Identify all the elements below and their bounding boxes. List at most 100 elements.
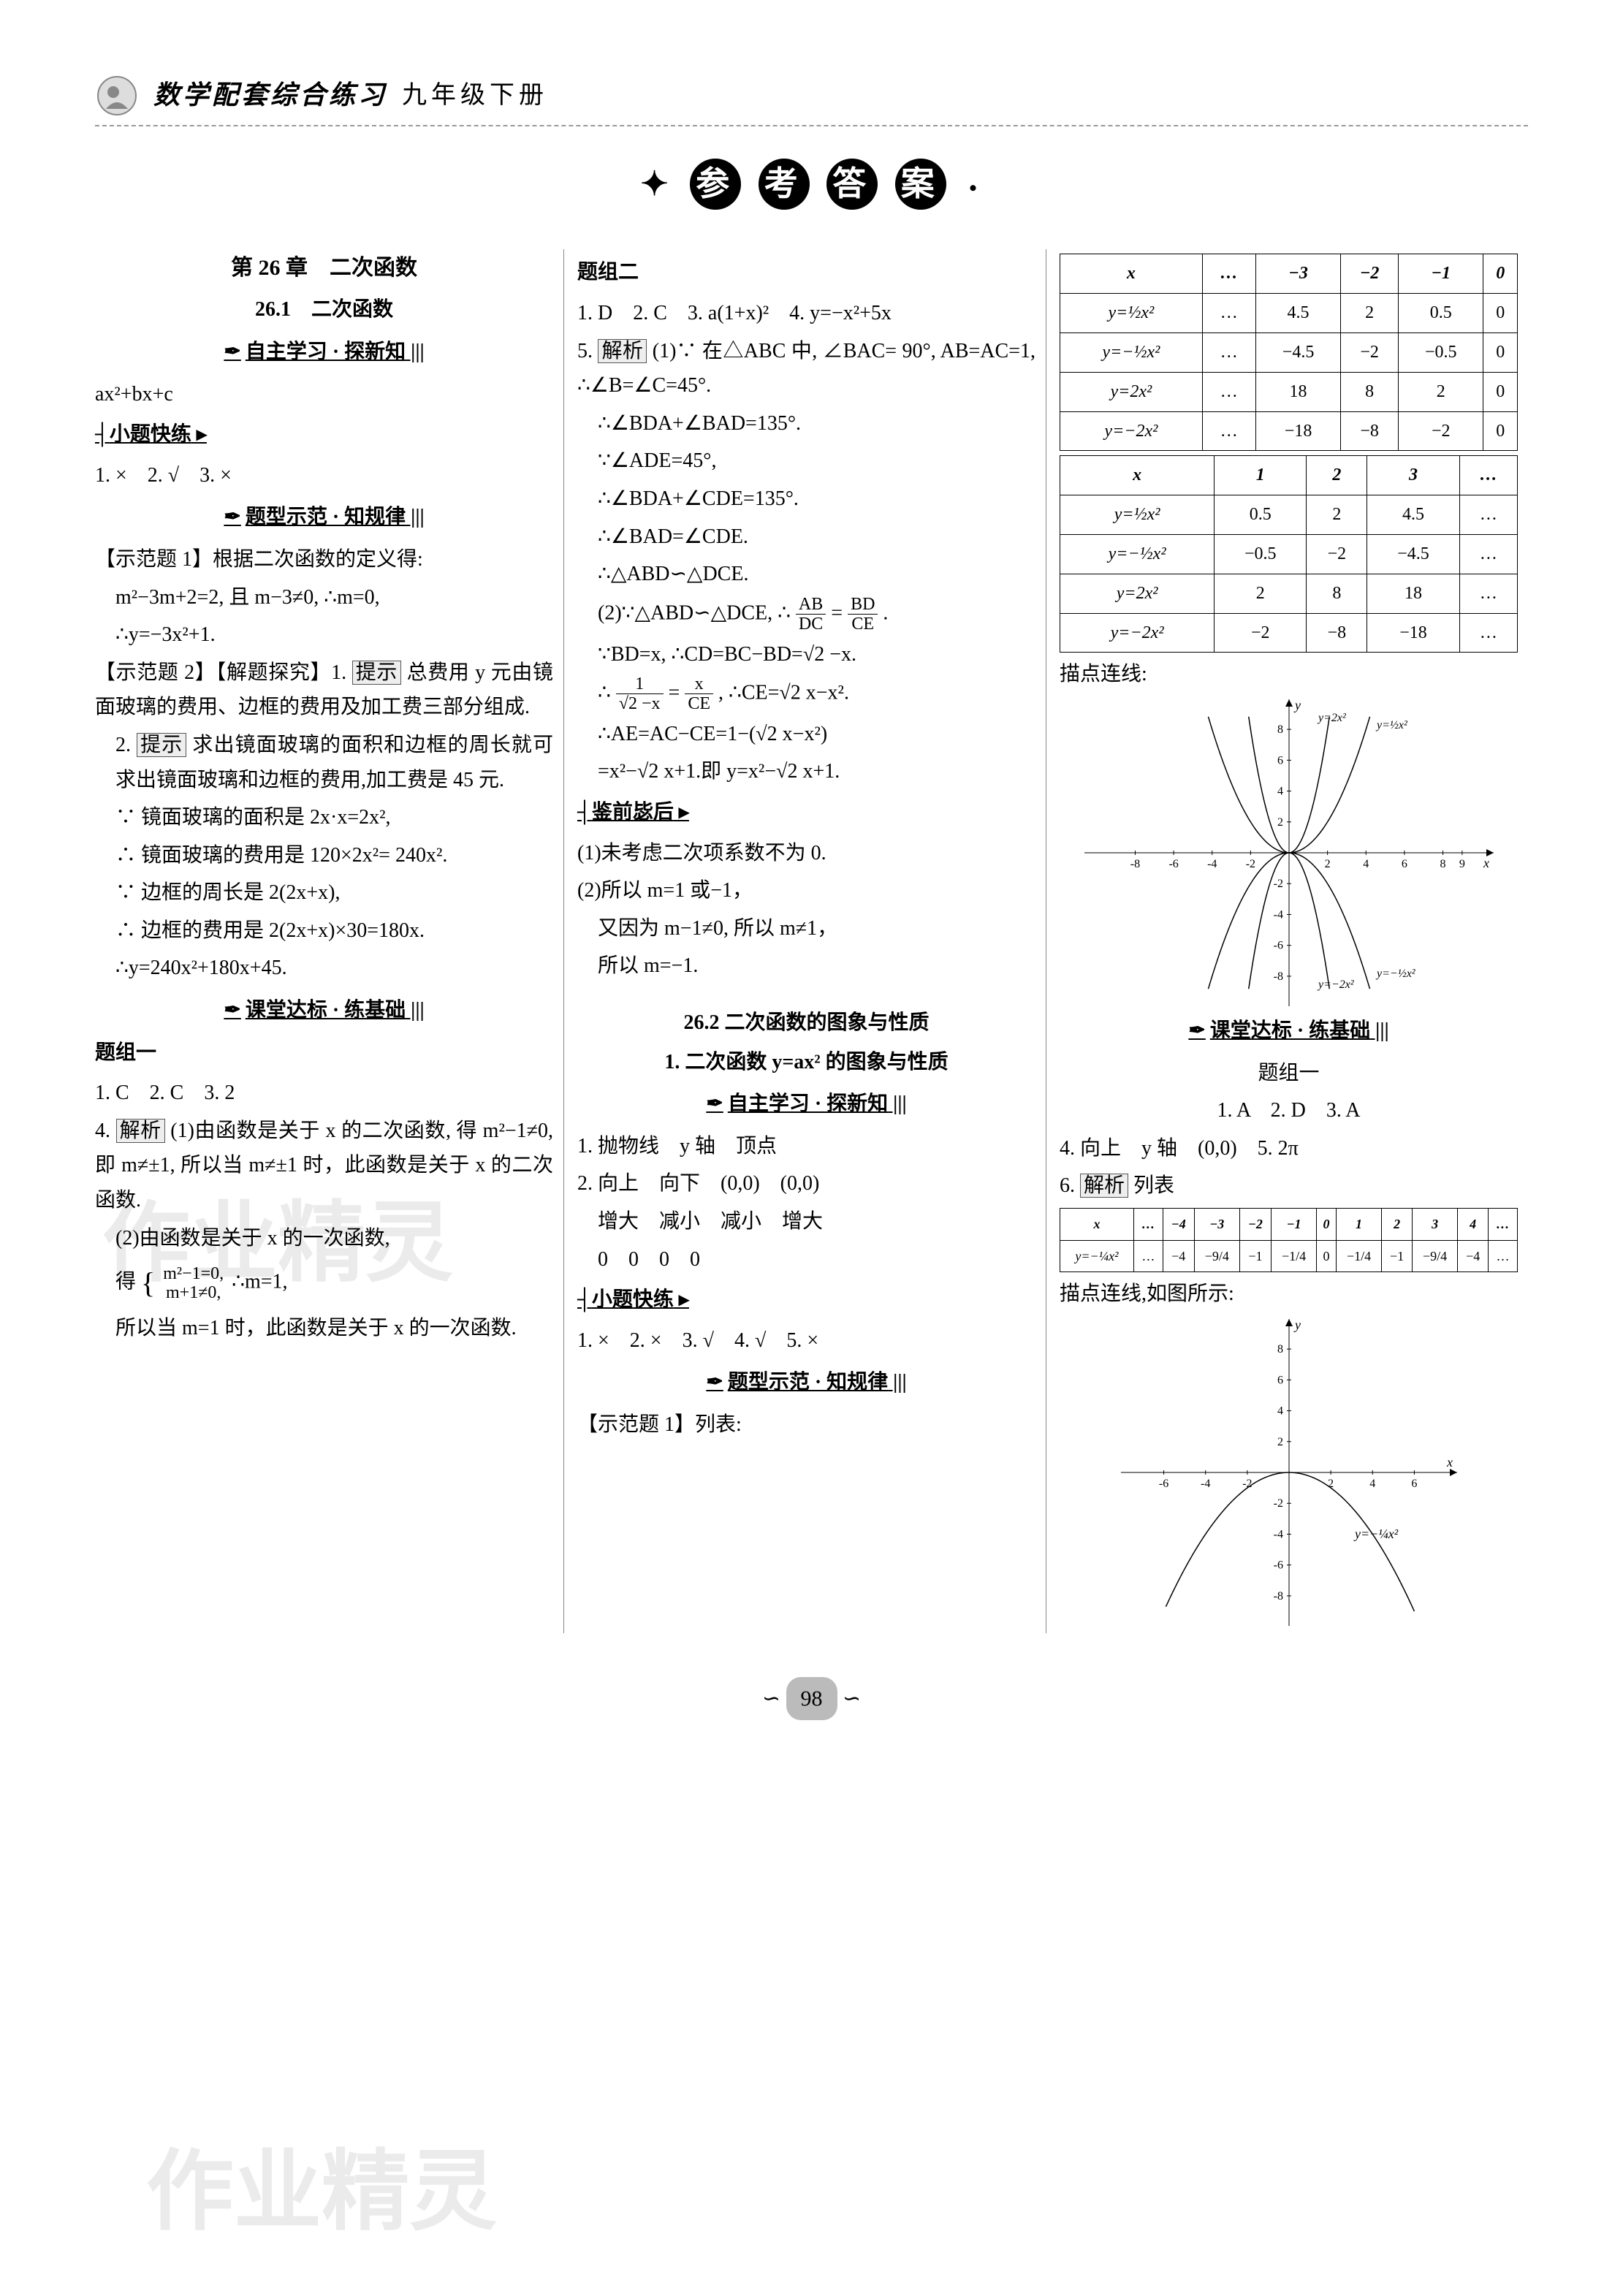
q-num: 4. xyxy=(95,1120,110,1142)
page-number: 98 xyxy=(786,1677,837,1720)
heading-text: 小题快练 xyxy=(592,1288,674,1311)
fraction: xCE xyxy=(685,674,713,714)
leaf-icon: ✒ xyxy=(706,1092,723,1115)
leaf-icon: ✒ xyxy=(1188,1019,1205,1042)
svg-text:-8: -8 xyxy=(1273,1590,1282,1603)
bars-icon: ||| xyxy=(888,1092,907,1115)
brace-icon: { xyxy=(141,1266,155,1299)
frac-den: CE xyxy=(848,615,878,634)
svg-text:-8: -8 xyxy=(1130,858,1139,870)
footer-deco-right: ∽ xyxy=(843,1687,861,1711)
frac-den: √2 −x xyxy=(616,694,664,713)
section2-title: 26.2 二次函数的图象与性质 xyxy=(577,1006,1035,1041)
blank-line: 2. 向上 向下 (0,0) (0,0) xyxy=(577,1166,1035,1201)
q5-suffix: . xyxy=(883,601,888,624)
lesson-line: 又因为 m−1≠0, 所以 m≠1， xyxy=(577,911,1035,946)
graph2-title: 描点连线,如图所示: xyxy=(1060,1277,1518,1312)
quick2-answers: 1. × 2. × 3. √ 4. √ 5. × xyxy=(577,1323,1035,1358)
svg-text:4: 4 xyxy=(1363,858,1369,870)
q4b-line: 4. 向上 y 轴 (0,0) 5. 2π xyxy=(1060,1131,1518,1166)
group1b-title: 题组一 xyxy=(1060,1056,1518,1091)
bars-icon: ||| xyxy=(406,341,425,363)
blank-line: 增大 减小 减小 增大 xyxy=(577,1204,1035,1239)
q4-prefix: 得 xyxy=(115,1271,136,1293)
demo2-line: ∴y=240x²+180x+45. xyxy=(95,951,553,986)
fraction: 1√2 −x xyxy=(616,674,664,714)
q-num: 5. xyxy=(577,340,593,362)
svg-text:-4: -4 xyxy=(1201,1478,1210,1490)
svg-text:8: 8 xyxy=(1277,723,1283,736)
data-table-1: x…−3−2−10y=½x²…4.520.50y=−½x²…−4.5−2−0.5… xyxy=(1060,254,1518,451)
subheading-pattern2: ✒题型示范 · 知规律 ||| xyxy=(577,1365,1035,1400)
demo3-title: 【示范题 1】列表: xyxy=(577,1407,1035,1442)
svg-text:y: y xyxy=(1293,1319,1301,1332)
expression: ax²+bx+c xyxy=(95,377,553,412)
demo1-title: 【示范题 1】根据二次函数的定义得: xyxy=(95,542,553,577)
lesson-heading: ┤鉴前毖后 ▸ xyxy=(577,795,1035,830)
leaf-icon: ✒ xyxy=(224,506,240,528)
svg-text:y=−¼x²: y=−¼x² xyxy=(1353,1527,1399,1541)
q5-line: ∵BD=x, ∴CD=BC−BD=√2 −x. xyxy=(577,637,1035,672)
demo2-line: ∵ 镜面玻璃的面积是 2x·x=2x², xyxy=(95,800,553,835)
step-num: 2. xyxy=(115,734,131,756)
q5-suffix: , ∴CE=√2 x−x². xyxy=(718,681,849,704)
column-1: 第 26 章 二次函数 26.1 二次函数 ✒自主学习 · 探新知 ||| ax… xyxy=(95,249,564,1632)
data-table-2: x123…y=½x²0.524.5…y=−½x²−0.5−2−4.5…y=2x²… xyxy=(1060,455,1518,653)
group1-title: 题组一 xyxy=(95,1035,553,1071)
subheading-text: 题型示范 · 知规律 xyxy=(728,1371,888,1394)
data-table-3: x…−4−3−2−101234…y=−¼x²…−4−9/4−1−1/40−1/4… xyxy=(1060,1208,1518,1272)
svg-text:-2: -2 xyxy=(1273,1497,1282,1510)
lesson-line: 所以 m=−1. xyxy=(577,949,1035,984)
watermark: 作业精灵 xyxy=(146,2118,497,2267)
parabola-graph-2: xy-6-4-2246-8-6-4-22468y=−¼x² xyxy=(1121,1319,1457,1626)
svg-text:8: 8 xyxy=(1277,1343,1283,1356)
banner-dots-icon: • xyxy=(969,176,983,200)
svg-text:x: x xyxy=(1446,1455,1453,1470)
subheading-text: 题型示范 · 知规律 xyxy=(246,506,406,528)
subheading-classroom2: ✒课堂达标 · 练基础 ||| xyxy=(1060,1014,1518,1049)
q5-line: ∴△ABD∽△DCE. xyxy=(577,557,1035,592)
svg-text:8: 8 xyxy=(1440,858,1445,870)
answer-banner: ✦ 参 考 答 案 • xyxy=(95,156,1528,213)
q4-line: 所以当 m=1 时，此函数是关于 x 的一次函数. xyxy=(95,1311,553,1346)
parabola-graph-1: xy-8-6-4-224689-8-6-4-22468y=2x²y=½x²y=−… xyxy=(1084,699,1494,1006)
svg-text:-4: -4 xyxy=(1207,858,1217,870)
svg-text:y=2x²: y=2x² xyxy=(1317,712,1347,724)
bars-icon: ||| xyxy=(406,999,425,1022)
svg-text:y: y xyxy=(1293,699,1301,712)
subheading-self-study2: ✒自主学习 · 探新知 ||| xyxy=(577,1087,1035,1122)
blank-line: 1. 抛物线 y 轴 顶点 xyxy=(577,1129,1035,1164)
svg-text:4: 4 xyxy=(1277,785,1283,797)
brace-content: m²−1=0, m+1≠0, xyxy=(160,1264,227,1303)
subheading-text: 自主学习 · 探新知 xyxy=(246,341,406,363)
svg-text:6: 6 xyxy=(1401,858,1407,870)
svg-text:-6: -6 xyxy=(1273,940,1282,952)
q5-line: ∴ 1√2 −x = xCE , ∴CE=√2 x−x². xyxy=(577,674,1035,714)
svg-text:4: 4 xyxy=(1369,1478,1375,1490)
q5-line: ∴∠BDA+∠CDE=135°. xyxy=(577,482,1035,517)
svg-text:-6: -6 xyxy=(1158,1478,1168,1490)
q5: 5. 解析 (1)∵ 在△ABC 中, ∠BAC= 90°, AB=AC=1, … xyxy=(577,334,1035,403)
frac-den: CE xyxy=(685,694,713,713)
hint-label: 提示 xyxy=(352,661,401,685)
leaf-icon: ✒ xyxy=(706,1371,723,1394)
demo2-title: 【示范题 2】【解题探究】1. 提示 总费用 y 元由镜面玻璃的费用、边框的费用… xyxy=(95,655,553,725)
demo1-line: m²−3m+2=2, 且 m−3≠0, ∴m=0, xyxy=(95,580,553,615)
q5-line: ∴∠BDA+∠BAD=135°. xyxy=(577,406,1035,441)
svg-text:6: 6 xyxy=(1277,754,1283,767)
subheading-text: 课堂达标 · 练基础 xyxy=(246,999,406,1022)
frac-num: AB xyxy=(796,595,826,615)
q5-line: (2)∵△ABD∽△DCE, ∴ ABDC = BDCE . xyxy=(577,595,1035,634)
svg-text:y=−2x²: y=−2x² xyxy=(1317,978,1355,991)
column-3: x…−3−2−10y=½x²…4.520.50y=−½x²…−4.5−2−0.5… xyxy=(1060,249,1528,1632)
group2-answers: 1. D 2. C 3. a(1+x)² 4. y=−x²+5x xyxy=(577,296,1035,331)
heading-text: 小题快练 xyxy=(110,423,191,446)
section2-subtitle: 1. 二次函数 y=ax² 的图象与性质 xyxy=(577,1045,1035,1080)
demo2-line: ∵ 边框的周长是 2(2x+x), xyxy=(95,875,553,911)
svg-text:2: 2 xyxy=(1277,1435,1283,1448)
group2-title: 题组二 xyxy=(577,255,1035,290)
header-title: 数学配套综合练习 xyxy=(153,73,387,118)
frac-num: x xyxy=(685,674,713,694)
svg-text:y=½x²: y=½x² xyxy=(1375,719,1408,731)
content-columns: 第 26 章 二次函数 26.1 二次函数 ✒自主学习 · 探新知 ||| ax… xyxy=(95,249,1528,1632)
